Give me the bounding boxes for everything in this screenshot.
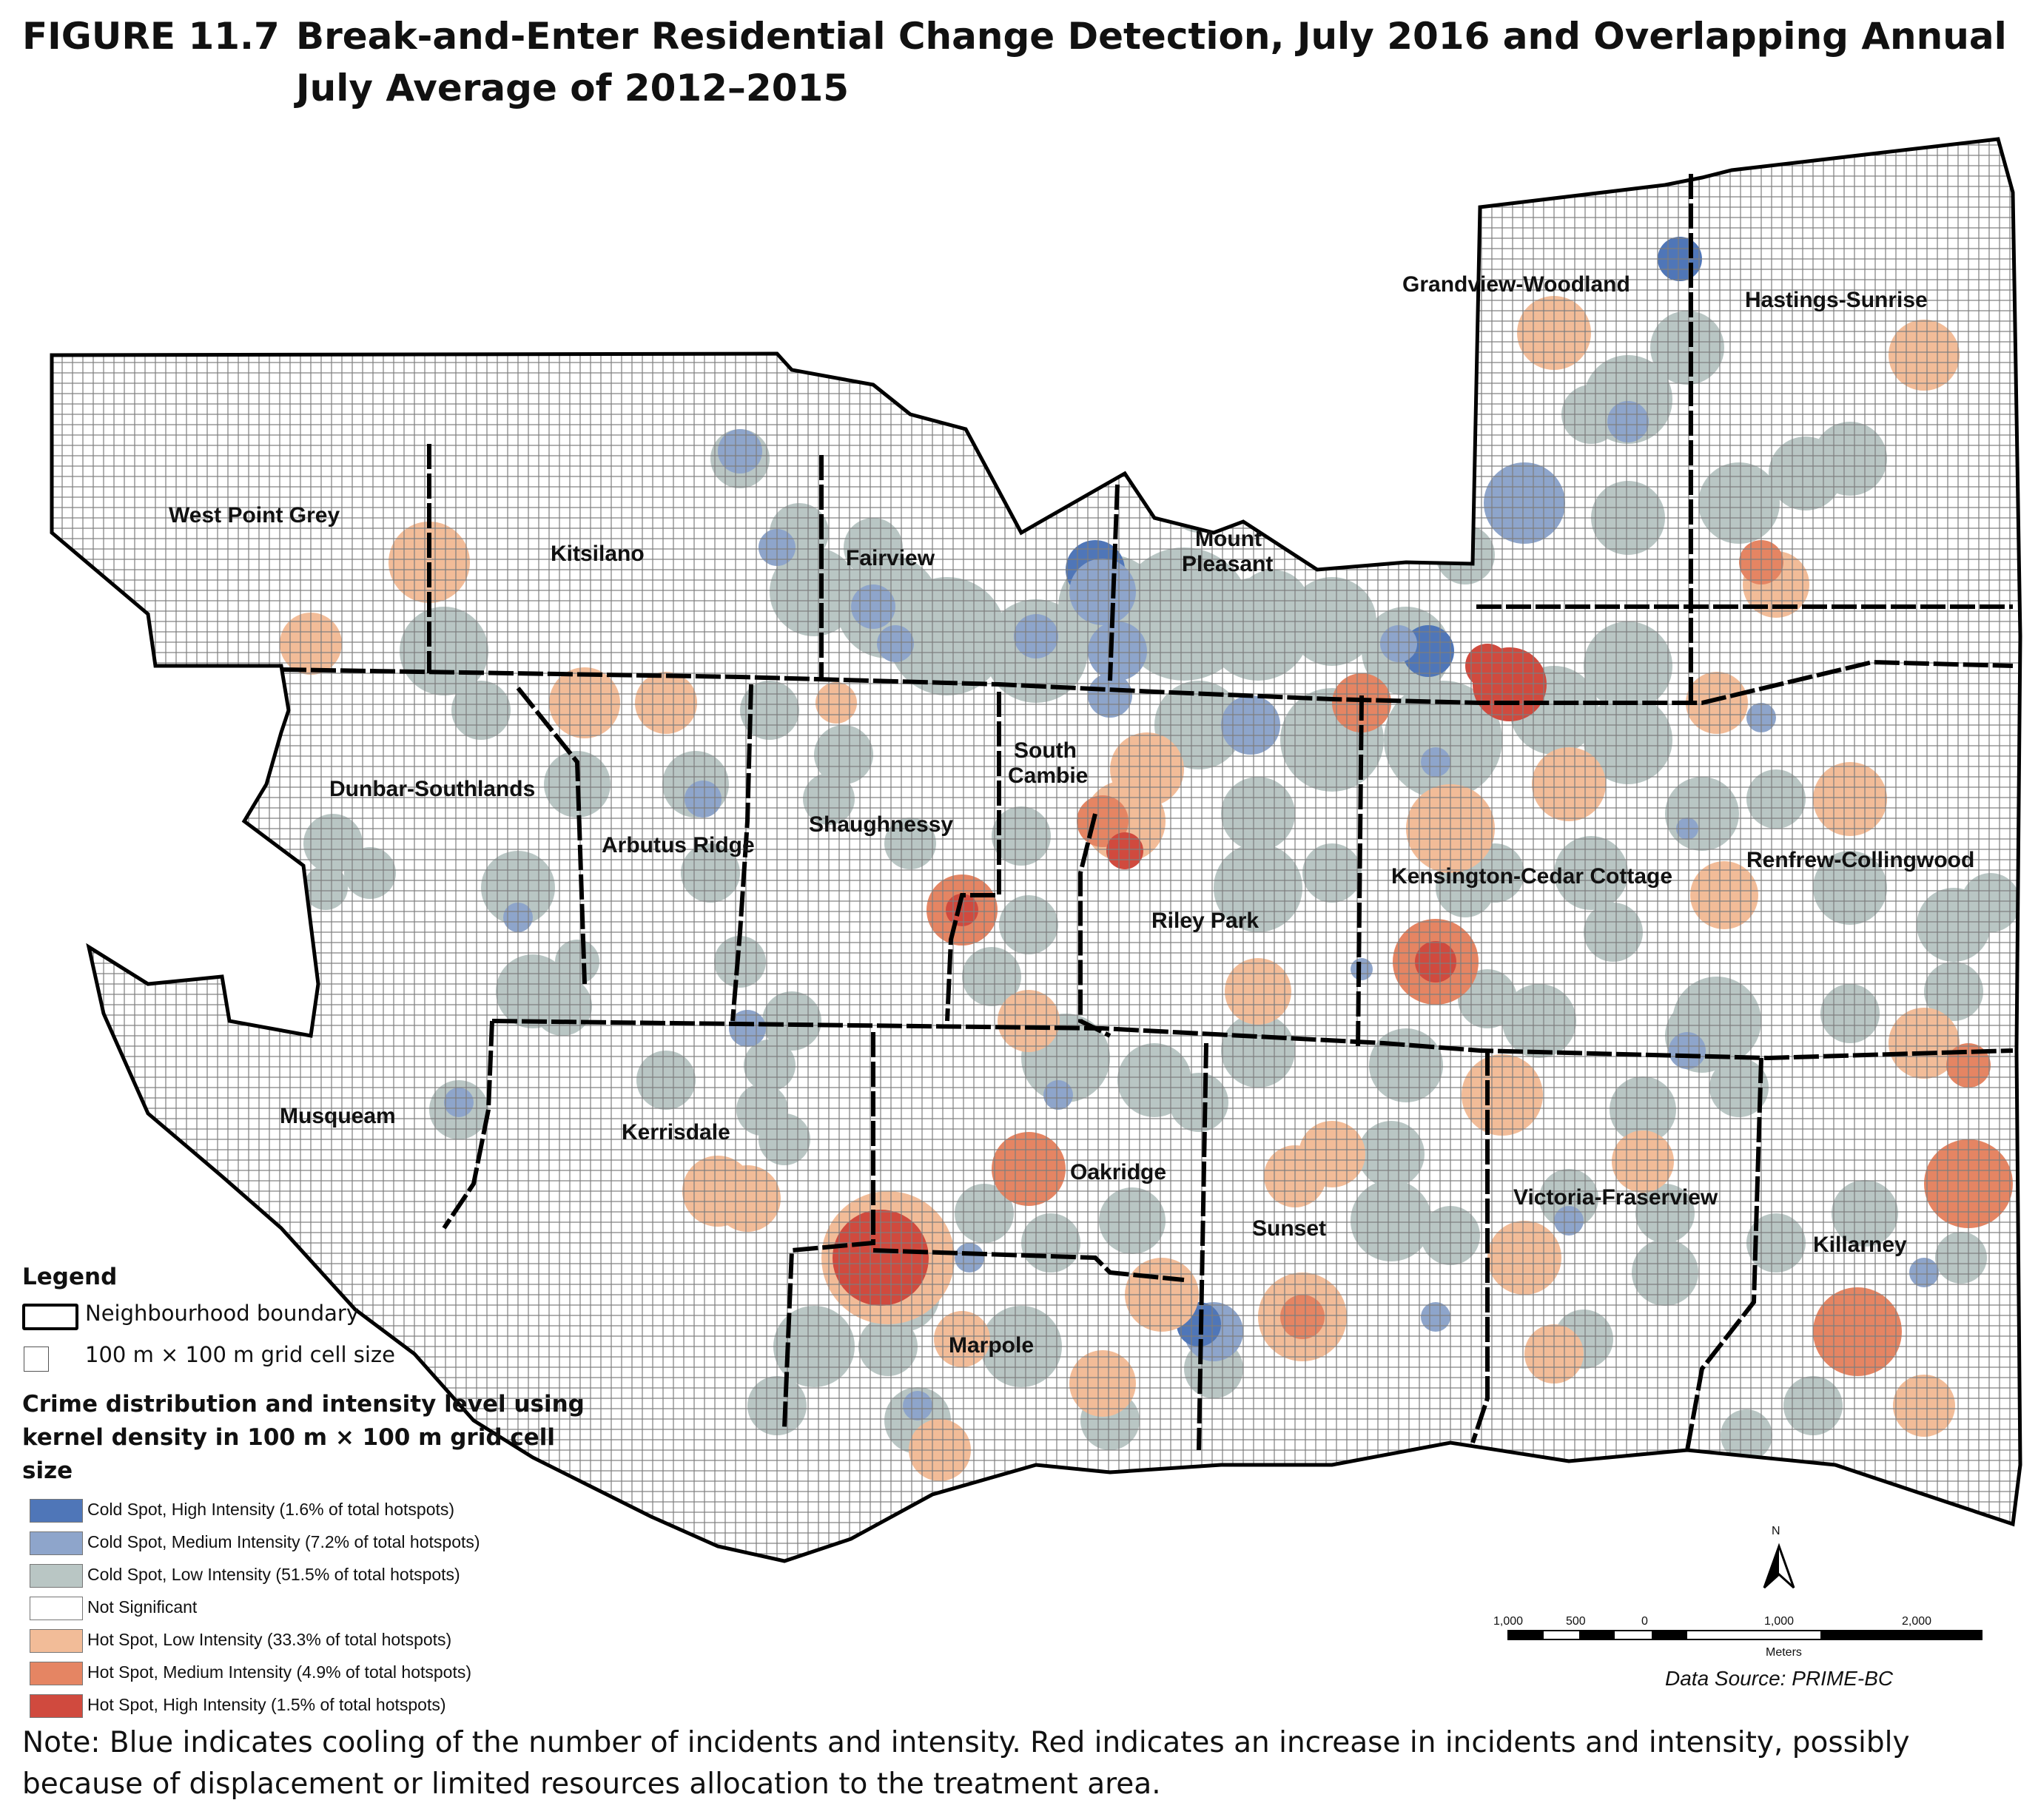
- label-hastings-sunrise: Hastings-Sunrise: [1745, 288, 1928, 312]
- legend-class-label: Hot Spot, High Intensity (1.5% of total …: [87, 1695, 446, 1714]
- legend-class-row: Cold Spot, Low Intensity (51.5% of total…: [22, 1560, 585, 1593]
- legend-class-row: Cold Spot, High Intensity (1.6% of total…: [22, 1495, 585, 1528]
- legend-class-swatch: [30, 1564, 83, 1588]
- city-outline: [50, 137, 2022, 1563]
- scale-tick-2: 0: [1641, 1615, 1648, 1628]
- legend-class-row: Hot Spot, Medium Intensity (4.9% of tota…: [22, 1658, 585, 1691]
- legend-grid-row: 100 m × 100 m grid cell size: [22, 1341, 585, 1382]
- legend-class-swatch: [30, 1629, 83, 1653]
- legend-class-label: Cold Spot, Low Intensity (51.5% of total…: [87, 1565, 460, 1584]
- scale-tick-3: 1,000: [1764, 1615, 1794, 1628]
- label-south-cambie-2: Cambie: [1008, 764, 1088, 788]
- legend-class-label: Cold Spot, High Intensity (1.6% of total…: [87, 1500, 455, 1519]
- scale-tick-4: 2,000: [1902, 1615, 1931, 1628]
- label-oakridge: Oakridge: [1070, 1160, 1166, 1184]
- label-fairview: Fairview: [846, 546, 935, 570]
- label-musqueam: Musqueam: [280, 1104, 396, 1128]
- legend-class-swatch: [30, 1662, 83, 1685]
- legend-class-label: Hot Spot, Low Intensity (33.3% of total …: [87, 1630, 452, 1649]
- legend-class-swatch: [30, 1597, 83, 1620]
- legend-class-swatch: [30, 1499, 83, 1523]
- boundary-label: Neighbourhood boundary: [85, 1301, 359, 1326]
- legend-class-row: Not Significant: [22, 1593, 585, 1625]
- legend-class-label: Hot Spot, Medium Intensity (4.9% of tota…: [87, 1662, 472, 1682]
- label-mount-pleasant-1: Mount: [1195, 527, 1262, 551]
- legend-boundary-row: Neighbourhood boundary: [22, 1299, 585, 1341]
- label-shaughnessy: Shaughnessy: [809, 812, 953, 837]
- legend-class-row: Hot Spot, High Intensity (1.5% of total …: [22, 1691, 585, 1723]
- legend-class-label: Cold Spot, Medium Intensity (7.2% of tot…: [87, 1532, 480, 1551]
- label-south-cambie-1: South: [1014, 738, 1077, 763]
- scale-bar: 1,000 500 0 1,000 2,000 Meters Data Sour…: [1493, 1615, 1982, 1690]
- scale-tick-0: 1,000: [1493, 1615, 1523, 1628]
- label-marpole: Marpole: [949, 1333, 1034, 1358]
- data-source: Data Source: PRIME-BC: [1665, 1667, 1894, 1690]
- neighbourhood-boundaries: [280, 174, 2014, 1451]
- label-dunbar-southlands: Dunbar-Southlands: [329, 777, 535, 801]
- label-killarney: Killarney: [1813, 1233, 1907, 1257]
- scale-unit: Meters: [1766, 1646, 1802, 1659]
- figure-number: FIGURE 11.7: [22, 15, 280, 58]
- north-arrow: N: [1763, 1525, 1795, 1589]
- scale-tick-1: 500: [1566, 1615, 1586, 1628]
- legend-class-list: Cold Spot, High Intensity (1.6% of total…: [22, 1495, 585, 1723]
- legend-subtitle-line2: kernel density in 100 m × 100 m grid cel…: [22, 1424, 555, 1484]
- label-mount-pleasant-2: Pleasant: [1182, 552, 1273, 576]
- boundary-swatch: [22, 1304, 78, 1330]
- legend-class-swatch: [30, 1694, 83, 1718]
- north-letter: N: [1772, 1525, 1780, 1537]
- label-riley-park: Riley Park: [1151, 909, 1259, 933]
- label-renfrew-collingwood: Renfrew-Collingwood: [1746, 848, 1974, 872]
- label-kitsilano: Kitsilano: [551, 542, 645, 566]
- grid-label: 100 m × 100 m grid cell size: [85, 1342, 395, 1367]
- legend-subtitle-line1: Crime distribution and intensity level u…: [22, 1391, 585, 1418]
- label-kensington-cedar-cottage: Kensington-Cedar Cottage: [1391, 864, 1672, 889]
- label-kerrisdale: Kerrisdale: [622, 1120, 730, 1145]
- label-west-point-grey: West Point Grey: [169, 503, 340, 528]
- legend-class-row: Cold Spot, Medium Intensity (7.2% of tot…: [22, 1528, 585, 1560]
- label-victoria-fraserview: Victoria-Fraserview: [1513, 1185, 1718, 1210]
- neighbourhood-labels: West Point Grey Kitsilano Fairview Mount…: [169, 272, 1974, 1358]
- grid-cell-swatch: [24, 1347, 49, 1372]
- legend-title: Legend: [22, 1264, 118, 1290]
- legend-class-label: Not Significant: [87, 1597, 198, 1617]
- label-sunset: Sunset: [1252, 1216, 1326, 1241]
- legend-class-swatch: [30, 1531, 83, 1555]
- label-arbutus-ridge: Arbutus Ridge: [602, 833, 755, 857]
- figure-note: Note: Blue indicates cooling of the numb…: [22, 1726, 1910, 1801]
- legend: Legend Neighbourhood boundary 100 m × 10…: [22, 1264, 585, 1723]
- figure-title: Break-and-Enter Residential Change Detec…: [296, 15, 2007, 109]
- legend-subtitle: Crime distribution and intensity level u…: [22, 1388, 585, 1488]
- legend-class-row: Hot Spot, Low Intensity (33.3% of total …: [22, 1625, 585, 1658]
- label-grandview-woodland: Grandview-Woodland: [1402, 272, 1630, 297]
